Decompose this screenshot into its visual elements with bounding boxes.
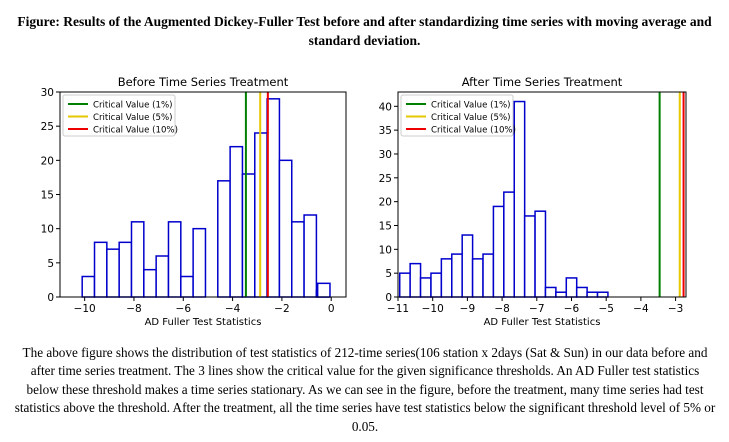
chart-after-treatment: After Time Series Treatment 0 5 10 15 20 25 30 3… <box>379 75 687 328</box>
histogram-bar <box>229 145 244 298</box>
legend-label: Critical Value (1%) <box>431 100 510 110</box>
histogram-bar <box>575 286 588 298</box>
legend-box <box>400 94 514 137</box>
y-tick-label: 10 <box>41 224 54 236</box>
x-tick-label: −6 <box>564 303 580 315</box>
y-tick-label: 20 <box>379 197 392 209</box>
legend-label: Critical Value (10%) <box>431 125 516 135</box>
y-tick-label: 35 <box>379 125 392 137</box>
x-tick-label: −3 <box>668 303 683 315</box>
histogram-bar <box>291 221 305 298</box>
x-tick-label: −2 <box>274 303 289 315</box>
histogram-bar <box>523 215 536 298</box>
x-tick-label: −6 <box>176 303 192 315</box>
histogram-bar <box>266 98 281 298</box>
y-tick-label: 15 <box>379 220 392 232</box>
histogram-bar <box>155 255 170 298</box>
chart-title: After Time Series Treatment <box>462 75 623 89</box>
histogram-bar <box>167 221 182 298</box>
histogram-bar <box>555 291 568 298</box>
x-axis-label: AD Fuller Test Statistics <box>145 317 262 328</box>
histogram-bar <box>471 258 484 298</box>
y-tick-label: 0 <box>385 292 392 304</box>
histogram-bar <box>544 286 557 298</box>
x-tick-label: −10 <box>422 303 444 315</box>
y-tick-label: 30 <box>41 87 54 99</box>
x-tick-label: −9 <box>460 303 475 315</box>
y-tick-label: 5 <box>47 258 54 270</box>
x-tick-label: −7 <box>529 303 544 315</box>
histogram-bar <box>409 262 422 298</box>
histogram-bar <box>192 227 207 298</box>
legend-box <box>62 94 176 137</box>
histogram-bar <box>398 272 411 298</box>
legend-label: Critical Value (5%) <box>93 113 172 123</box>
histogram-bar <box>278 159 293 298</box>
y-tick-label: 25 <box>41 121 54 133</box>
x-tick-label: −8 <box>494 303 509 315</box>
x-tick-label: −11 <box>387 303 409 315</box>
x-tick-label: −10 <box>74 303 96 315</box>
legend-label: Critical Value (1%) <box>93 100 172 110</box>
y-tick-label: 30 <box>379 149 392 161</box>
y-tick-label: 5 <box>385 268 392 280</box>
histogram-bar <box>130 221 145 298</box>
charts-area: Before Time Series Treatment 0 5 10 15 20 25 30… <box>41 75 687 328</box>
histogram-bar <box>143 268 157 298</box>
figure-caption: The above figure shows the distribution … <box>14 345 716 434</box>
plot-frame <box>397 91 687 298</box>
y-tick-label: 15 <box>41 190 54 202</box>
y-tick-label: 40 <box>379 101 392 113</box>
histogram-bar <box>217 180 231 298</box>
x-tick-label: −5 <box>598 303 613 315</box>
histogram-bar <box>180 275 194 298</box>
histogram-bar <box>118 241 133 298</box>
x-tick-label: −4 <box>225 303 241 315</box>
chart-title: Before Time Series Treatment <box>118 75 289 89</box>
y-tick-label: 25 <box>379 173 392 185</box>
histogram-bar <box>596 291 609 298</box>
histogram-bar <box>586 291 599 298</box>
histogram-bar <box>106 248 120 298</box>
histogram-bar <box>316 282 331 298</box>
x-axis-label: AD Fuller Test Statistics <box>484 317 601 328</box>
x-tick-label: −4 <box>633 303 649 315</box>
y-tick-label: 20 <box>41 155 54 167</box>
histogram-bar <box>241 173 256 298</box>
histogram-bar <box>565 277 578 298</box>
y-tick-label: 10 <box>379 244 392 256</box>
chart-before-treatment: Before Time Series Treatment 0 5 10 15 20 25 30… <box>41 75 347 328</box>
histogram-bar <box>482 253 495 298</box>
figure-title: Figure: Results of the Augmented Dickey-… <box>17 14 712 48</box>
histogram-bar <box>81 275 96 298</box>
histogram-bar <box>440 258 453 298</box>
histogram-bar <box>430 272 443 298</box>
legend-label: Critical Value (5%) <box>431 113 510 123</box>
histogram-bar <box>503 191 515 298</box>
histogram-bar <box>93 241 108 298</box>
x-tick-label: 0 <box>328 303 335 315</box>
y-tick-label: 0 <box>47 292 54 304</box>
histogram-bar <box>461 234 474 298</box>
histogram-bar <box>419 277 432 298</box>
histogram-bar <box>451 253 463 298</box>
histogram-bar <box>534 210 547 298</box>
x-tick-label: −8 <box>126 303 141 315</box>
legend-label: Critical Value (10%) <box>93 125 178 135</box>
histogram-bar <box>303 214 318 298</box>
histogram-bar <box>492 205 505 298</box>
